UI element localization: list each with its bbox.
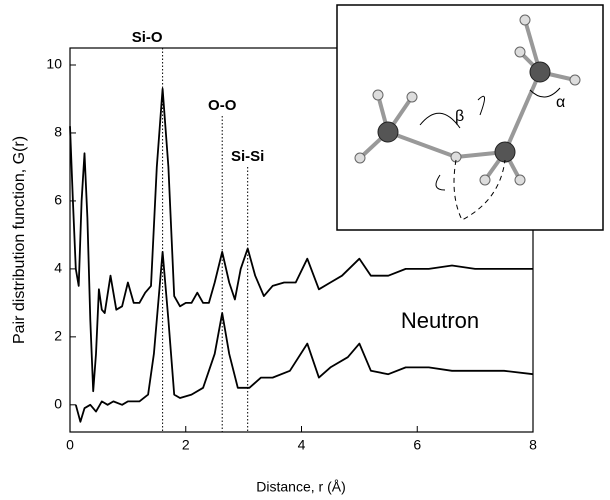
x-axis-label: Distance, r (Å) <box>256 479 345 495</box>
annotation-label: Si-O <box>132 29 163 46</box>
inset: β α <box>336 4 604 231</box>
y-tick-label: 0 <box>54 396 62 412</box>
rotation-arrow <box>435 174 446 191</box>
y-axis-label: Pair distribution function, G(r) <box>11 136 28 344</box>
annotation-label: O-O <box>208 97 237 114</box>
data-line <box>69 87 533 393</box>
y-tick-label: 4 <box>54 260 62 276</box>
angle-label: β <box>455 108 464 125</box>
rotation-arrow <box>477 95 485 116</box>
x-tick-label: 6 <box>413 437 421 453</box>
series-label: Neutron <box>401 308 479 333</box>
x-tick-label: 0 <box>66 437 74 453</box>
angle-arc <box>529 87 561 98</box>
dashed-path <box>453 159 506 221</box>
annotation-label: Si-Si <box>231 148 264 165</box>
atoms <box>354 14 581 186</box>
angle-arc <box>419 112 461 129</box>
y-tick-label: 8 <box>54 124 62 140</box>
y-tick-label: 10 <box>46 56 62 72</box>
x-tick-label: 2 <box>182 437 190 453</box>
x-tick-label: 4 <box>298 437 306 453</box>
si-atoms <box>377 61 551 163</box>
y-tick-label: 6 <box>54 192 62 208</box>
inset-frame <box>336 4 604 231</box>
y-tick-label: 2 <box>54 328 62 344</box>
x-tick-label: 8 <box>529 437 537 453</box>
data-line <box>74 251 534 423</box>
angle-label: α <box>556 94 565 111</box>
